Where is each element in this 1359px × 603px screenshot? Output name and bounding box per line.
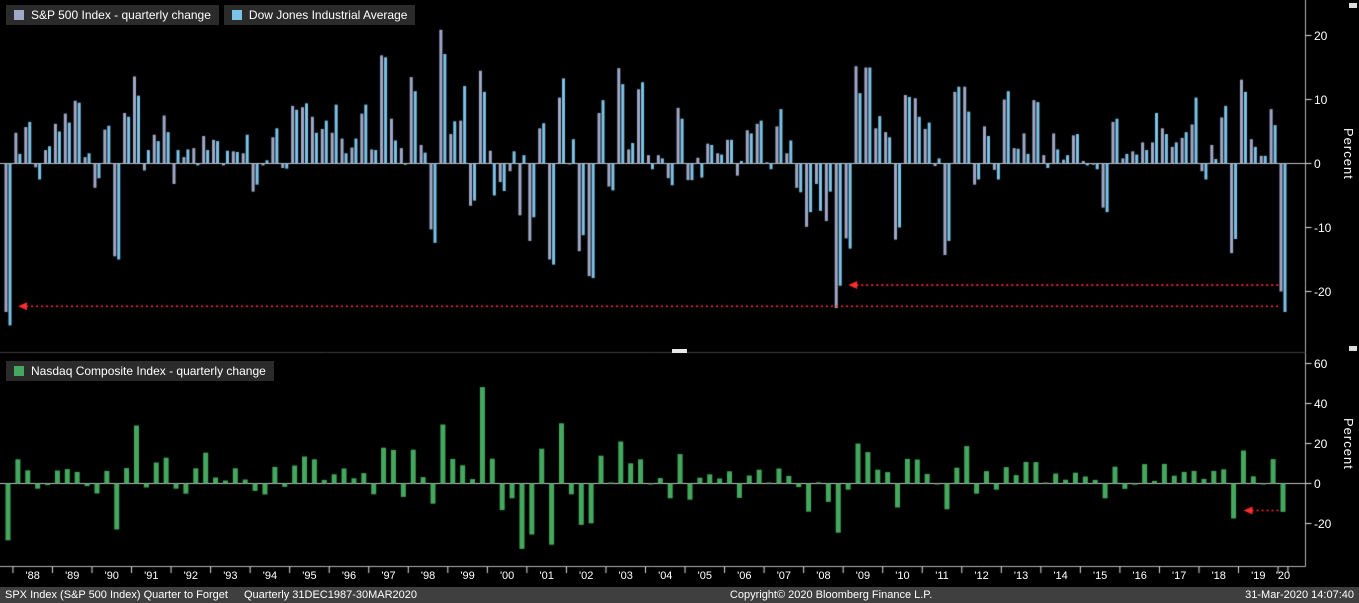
timestamp: 31-Mar-2020 14:07:40 xyxy=(1245,589,1354,601)
y-axis-tick-label: 40 xyxy=(1314,396,1328,411)
spx-legend-label: S&P 500 Index - quarterly change xyxy=(31,8,211,22)
chart-description: SPX Index (S&P 500 Index) Quarter to For… xyxy=(5,589,228,601)
y-axis-tick-label: 0 xyxy=(1314,156,1321,171)
spx-series-swatch-icon xyxy=(14,10,24,20)
x-axis-tick-label: '96 xyxy=(341,570,357,582)
x-axis-tick-label: '05 xyxy=(697,570,712,582)
x-axis-tick-label: '98 xyxy=(420,570,436,582)
x-axis-tick-label: '10 xyxy=(895,570,910,582)
x-axis-tick-label: '08 xyxy=(816,570,831,582)
panel-resize-handle[interactable] xyxy=(672,349,687,353)
x-axis-tick-label: '11 xyxy=(935,570,949,582)
x-axis-tick-label: '07 xyxy=(776,570,792,582)
top-y-axis-title: Percent xyxy=(1341,128,1356,180)
x-axis-tick-label: '14 xyxy=(1053,570,1068,582)
status-left-group: SPX Index (S&P 500 Index) Quarter to For… xyxy=(5,589,417,601)
y-axis-tick-label: 20 xyxy=(1314,436,1328,451)
bottom-y-axis-title: Percent xyxy=(1341,418,1356,470)
x-axis-tick-label: '94 xyxy=(262,570,278,582)
x-axis-tick-label: '15 xyxy=(1092,570,1108,582)
scrollbar-marker-middle[interactable] xyxy=(1349,346,1357,351)
x-axis-tick-label: '20 xyxy=(1275,570,1291,582)
x-axis-tick-label: '93 xyxy=(223,570,238,582)
status-bar: SPX Index (S&P 500 Index) Quarter to For… xyxy=(0,587,1359,603)
y-axis-tick-label: 60 xyxy=(1314,356,1328,371)
scrollbar-marker-top[interactable] xyxy=(1349,3,1357,8)
x-axis-tick-label: '16 xyxy=(1132,570,1147,582)
x-axis-tick-label: '02 xyxy=(579,570,594,582)
y-axis-tick-label: 0 xyxy=(1314,476,1321,491)
legend-item-spx[interactable]: S&P 500 Index - quarterly change xyxy=(6,5,219,25)
x-axis-tick-label: '89 xyxy=(65,570,80,582)
x-axis-tick-label: '95 xyxy=(302,570,317,582)
x-axis-tick-label: '18 xyxy=(1211,570,1226,582)
top-panel-legend: S&P 500 Index - quarterly change Dow Jon… xyxy=(6,5,416,25)
x-axis-tick-label: '19 xyxy=(1251,570,1266,582)
x-axis-tick-label: '06 xyxy=(737,570,752,582)
nasdaq-series-swatch-icon xyxy=(14,366,24,376)
bottom-panel-legend: Nasdaq Composite Index - quarterly chang… xyxy=(6,361,274,381)
legend-item-nasdaq[interactable]: Nasdaq Composite Index - quarterly chang… xyxy=(6,361,274,381)
x-axis-tick-label: '90 xyxy=(104,570,119,582)
x-axis-tick-label: '01 xyxy=(539,570,554,582)
y-axis-tick-label: 10 xyxy=(1314,92,1328,107)
y-axis-tick-label: -10 xyxy=(1314,220,1332,235)
x-axis-tick-label: '91 xyxy=(144,570,159,582)
x-axis-tick-label: '00 xyxy=(499,570,515,582)
y-axis-tick-label: -20 xyxy=(1314,516,1332,531)
x-axis-tick-label: '97 xyxy=(381,570,396,582)
nasdaq-legend-label: Nasdaq Composite Index - quarterly chang… xyxy=(31,364,266,378)
dow-legend-label: Dow Jones Industrial Average xyxy=(248,8,408,22)
x-axis-tick-label: '13 xyxy=(1013,570,1029,582)
x-axis-tick-label: '99 xyxy=(460,570,475,582)
x-axis-tick-label: '12 xyxy=(974,570,989,582)
legend-item-dow[interactable]: Dow Jones Industrial Average xyxy=(223,5,416,25)
dow-series-swatch-icon xyxy=(231,10,242,20)
x-axis-tick-label: '88 xyxy=(25,570,40,582)
x-axis-tick-label: '04 xyxy=(658,570,673,582)
x-axis-tick-label: '17 xyxy=(1172,570,1187,582)
x-axis-tick-label: '09 xyxy=(855,570,871,582)
chart-plot-area[interactable] xyxy=(0,0,1359,587)
copyright-text: Copyright© 2020 Bloomberg Finance L.P. xyxy=(729,589,933,601)
x-axis-tick-label: '03 xyxy=(618,570,633,582)
y-axis-tick-label: 20 xyxy=(1314,28,1328,43)
x-axis-tick-label: '92 xyxy=(183,570,199,582)
y-axis-tick-label: -20 xyxy=(1314,284,1332,299)
chart-date-range: Quarterly 31DEC1987-30MAR2020 xyxy=(243,589,418,601)
